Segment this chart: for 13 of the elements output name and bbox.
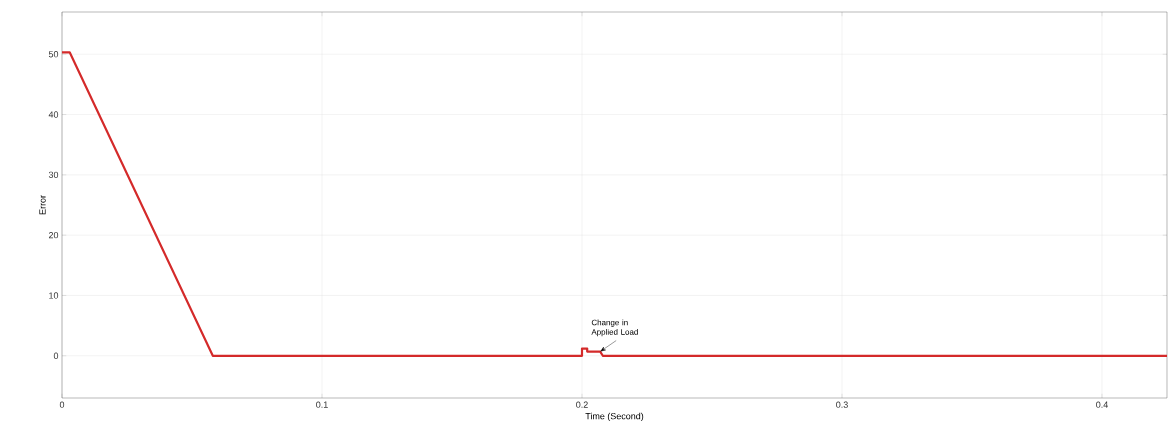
y-tick-label: 30	[48, 171, 59, 179]
x-tick-label: 0.3	[836, 401, 848, 408]
x-tick-label: 0.1	[316, 401, 328, 408]
y-axis-title: Error	[39, 195, 46, 215]
x-axis-title: Time (Second)	[585, 412, 644, 422]
y-tick-label: 20	[48, 231, 59, 239]
y-tick-label: 10	[49, 292, 59, 299]
y-tick-label: 50	[48, 51, 59, 58]
x-tick-label: 0	[59, 401, 65, 408]
x-tick-label: 0.4	[1096, 401, 1108, 408]
y-tick-label: 40	[48, 111, 59, 118]
y-tick-label: 0	[53, 352, 59, 359]
x-tick-label: 0.2	[576, 401, 588, 408]
